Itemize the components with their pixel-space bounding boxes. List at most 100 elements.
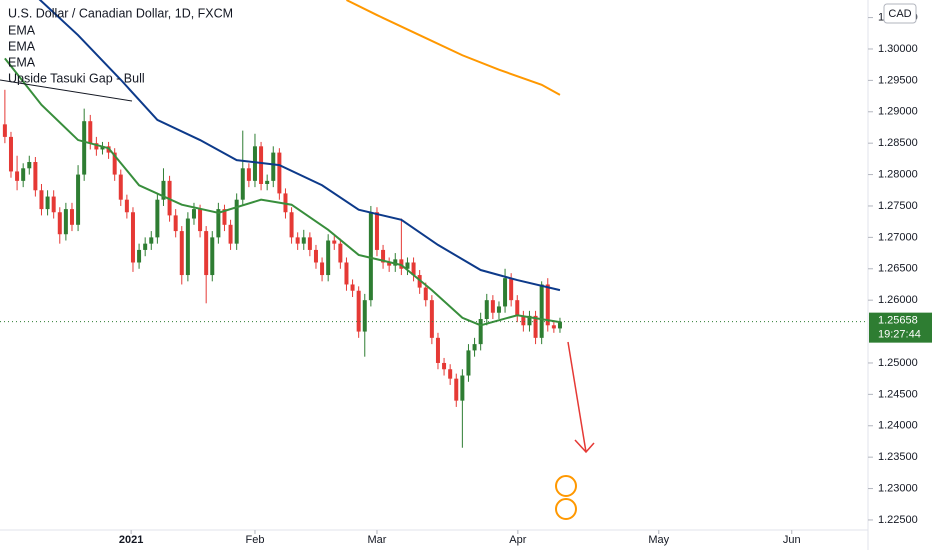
candle-body [228, 224, 233, 244]
candle-body [515, 300, 520, 316]
candle-body [8, 136, 13, 172]
candle-body [246, 168, 251, 181]
candle-body [503, 278, 508, 307]
candle-body [350, 284, 355, 291]
currency-label: CAD [888, 8, 911, 20]
countdown-label: 19:27:44 [878, 329, 921, 341]
candle-body [362, 300, 367, 332]
ema-line [346, 0, 561, 96]
x-tick-label: May [648, 534, 669, 546]
y-tick-label: 1.29000 [878, 106, 918, 118]
candle-body [191, 209, 196, 219]
legend-entry: Upside Tasuki Gap - Bull [8, 71, 145, 85]
candle-body [472, 344, 477, 351]
y-tick-label: 1.24500 [878, 388, 918, 400]
candle-body [533, 315, 538, 338]
candle-body [259, 146, 264, 184]
candle-body [338, 243, 343, 263]
price-label: 1.25658 [878, 315, 918, 327]
x-tick-label: Feb [245, 534, 264, 546]
y-tick-label: 1.30000 [878, 43, 918, 55]
candle-body [448, 369, 453, 379]
candle-body [161, 180, 166, 200]
candle-body [313, 249, 318, 263]
candle-body [490, 300, 495, 313]
x-tick-label: Apr [509, 534, 526, 546]
candle-body [27, 162, 32, 169]
legend-entry: EMA [8, 23, 36, 37]
candle-body [326, 240, 331, 276]
candle-body [39, 190, 44, 210]
candle-body [301, 237, 306, 244]
candle-body [381, 249, 386, 263]
y-tick-label: 1.25000 [878, 357, 918, 369]
candle-body [521, 315, 526, 326]
candle-body [2, 124, 7, 137]
candle-body [466, 350, 471, 376]
candle-body [484, 300, 489, 320]
candle-body [551, 325, 556, 329]
event-icon[interactable] [555, 475, 577, 497]
candle-body [94, 143, 99, 150]
candle-body [76, 174, 81, 225]
candle-body [374, 212, 379, 250]
y-tick-label: 1.28500 [878, 137, 918, 149]
candle-body [179, 231, 184, 276]
candle-body [429, 300, 434, 338]
candle-body [387, 262, 392, 266]
candle-body [423, 287, 428, 301]
candle-body [149, 237, 154, 244]
y-tick-label: 1.29500 [878, 74, 918, 86]
candle-body [21, 168, 26, 181]
chart-title: U.S. Dollar / Canadian Dollar, 1D, FXCM [8, 6, 233, 20]
candle-body [557, 321, 562, 329]
candle-body [478, 319, 483, 345]
candle-body [277, 152, 282, 194]
y-tick-label: 1.27500 [878, 200, 918, 212]
y-tick-label: 1.27000 [878, 231, 918, 243]
candle-body [130, 212, 135, 263]
currency-box [883, 3, 917, 24]
candle-body [216, 209, 221, 238]
candle-body [539, 284, 544, 338]
event-icon[interactable] [555, 498, 577, 520]
candle-body [15, 171, 20, 181]
candle-body [204, 231, 209, 276]
candle-body [252, 146, 257, 181]
candle-body [51, 196, 56, 213]
candle-body [460, 375, 465, 401]
candle-body [295, 237, 300, 244]
x-tick-label: Jun [783, 534, 801, 546]
candle-body [271, 152, 276, 181]
candle-body [411, 262, 416, 276]
trend-line [0, 79, 133, 102]
candle-body [320, 262, 325, 276]
arrow [567, 341, 587, 453]
candle-body [234, 199, 239, 244]
candle-body [405, 262, 410, 269]
candle-body [63, 209, 68, 235]
candle-body [82, 121, 87, 175]
candle-body [527, 315, 532, 326]
y-tick-label: 1.26500 [878, 263, 918, 275]
candle-body [88, 121, 93, 144]
candle-body [45, 196, 50, 210]
candle-body [240, 168, 245, 200]
candle-body [545, 284, 550, 326]
candle-body [124, 199, 129, 213]
candle-body [442, 362, 447, 370]
candle-body [356, 290, 361, 332]
candle-body [33, 162, 38, 191]
candle-body [69, 209, 74, 225]
x-tick-label: Mar [367, 534, 386, 546]
x-tick-label: 2021 [119, 534, 143, 546]
candle-body [332, 240, 337, 244]
candle-body [118, 174, 123, 200]
candle-body [307, 237, 312, 250]
y-tick-label: 1.28000 [878, 168, 918, 180]
y-tick-label: 1.23500 [878, 451, 918, 463]
legend-entry: EMA [8, 39, 36, 53]
price-label-box [869, 312, 932, 343]
